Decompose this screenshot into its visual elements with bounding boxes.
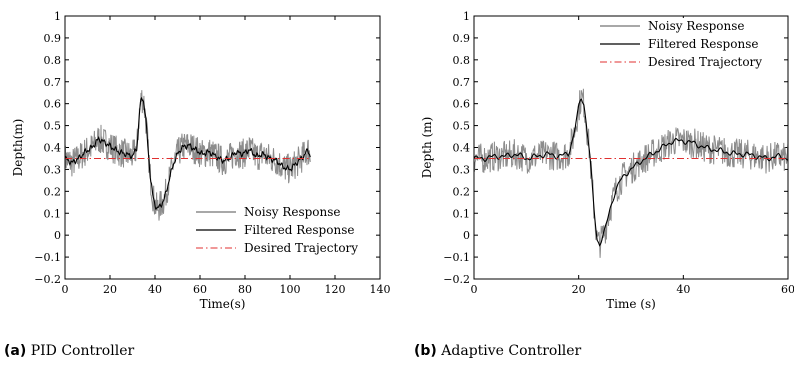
- legend: Noisy Response Filtered Response Desired T…: [594, 18, 772, 76]
- legend-label: Desired Trajectory: [648, 55, 762, 69]
- legend: Noisy Response Filtered Response Desired T…: [190, 204, 368, 262]
- y-tick-label: 0.2: [44, 185, 62, 198]
- y-axis-label: Depth (m): [420, 117, 434, 179]
- legend-label: Noisy Response: [648, 19, 745, 33]
- y-tick-label: 1: [54, 10, 61, 23]
- x-tick-label: 60: [781, 283, 794, 296]
- x-tick-label: 140: [370, 283, 391, 296]
- x-tick-label: 60: [193, 283, 207, 296]
- y-tick-label: 0.3: [453, 163, 471, 176]
- y-tick-label: 0.4: [44, 142, 62, 155]
- series-noisy-response: [473, 88, 789, 258]
- y-tick-label: 0: [463, 229, 470, 242]
- y-tick-label: 0.6: [453, 98, 471, 111]
- chart-a: −0.2 −0.1 0 0.1 0.2 0.3 0.4 0.5 0.6 0.7 0.8 0.9 1 0 20…: [11, 10, 391, 311]
- x-tick-label: 40: [676, 283, 690, 296]
- caption-b: (b) Adaptive Controller: [414, 343, 581, 359]
- x-tick-label: 20: [103, 283, 117, 296]
- y-tick-label: 1: [463, 10, 470, 23]
- legend-label: Filtered Response: [648, 37, 758, 51]
- caption-a: (a) PID Controller: [4, 343, 134, 359]
- caption-b-text: Adaptive Controller: [441, 343, 582, 359]
- legend-label: Noisy Response: [244, 205, 341, 219]
- x-tick-label: 120: [325, 283, 346, 296]
- y-tick-label: 0.8: [453, 54, 471, 67]
- legend-label: Desired Trajectory: [244, 241, 358, 255]
- y-tick-label: 0.4: [453, 142, 471, 155]
- axes-frame: [64, 15, 381, 280]
- x-tick-label: 100: [280, 283, 301, 296]
- y-tick-label: 0: [54, 229, 61, 242]
- caption-a-text: PID Controller: [30, 343, 135, 359]
- y-tick-label: −0.1: [443, 251, 470, 264]
- legend-label: Filtered Response: [244, 223, 354, 237]
- x-axis-label: Time (s): [606, 297, 656, 311]
- y-tick-label: 0.7: [44, 76, 62, 89]
- x-tick-label: 0: [62, 283, 69, 296]
- y-tick-label: −0.1: [34, 251, 61, 264]
- y-tick-label: 0.2: [453, 185, 471, 198]
- y-tick-label: 0.9: [453, 32, 471, 45]
- y-tick-label: 0.9: [44, 32, 62, 45]
- x-tick-label: 20: [572, 283, 586, 296]
- y-tick-label: 0.6: [44, 98, 62, 111]
- y-tick-label: 0.3: [44, 163, 62, 176]
- caption-a-tag: (a): [4, 343, 27, 359]
- y-tick-label: 0.1: [44, 207, 62, 220]
- x-tick-label: 40: [148, 283, 162, 296]
- y-tick-label: 0.8: [44, 54, 62, 67]
- y-tick-label: −0.2: [34, 273, 61, 286]
- y-tick-label: −0.2: [443, 273, 470, 286]
- axes-frame: [473, 15, 789, 280]
- legend-box: [190, 204, 368, 262]
- x-axis-label: Time(s): [200, 297, 246, 311]
- series-filtered-response: [473, 98, 789, 247]
- series-filtered-response: [64, 96, 311, 210]
- x-tick-label: 0: [471, 283, 478, 296]
- chart-b: −0.2 −0.1 0 0.1 0.2 0.3 0.4 0.5 0.6 0.7 0.8 0.9 1 0 20…: [420, 10, 794, 311]
- y-tick-label: 0.7: [453, 76, 471, 89]
- series-noisy-response: [64, 90, 311, 221]
- legend-box: [594, 18, 772, 76]
- y-tick-label: 0.1: [453, 207, 471, 220]
- caption-b-tag: (b): [414, 343, 437, 359]
- y-tick-label: 0.5: [44, 120, 62, 133]
- x-tick-label: 80: [238, 283, 252, 296]
- y-tick-label: 0.5: [453, 120, 471, 133]
- y-axis-label: Depth(m): [11, 119, 25, 177]
